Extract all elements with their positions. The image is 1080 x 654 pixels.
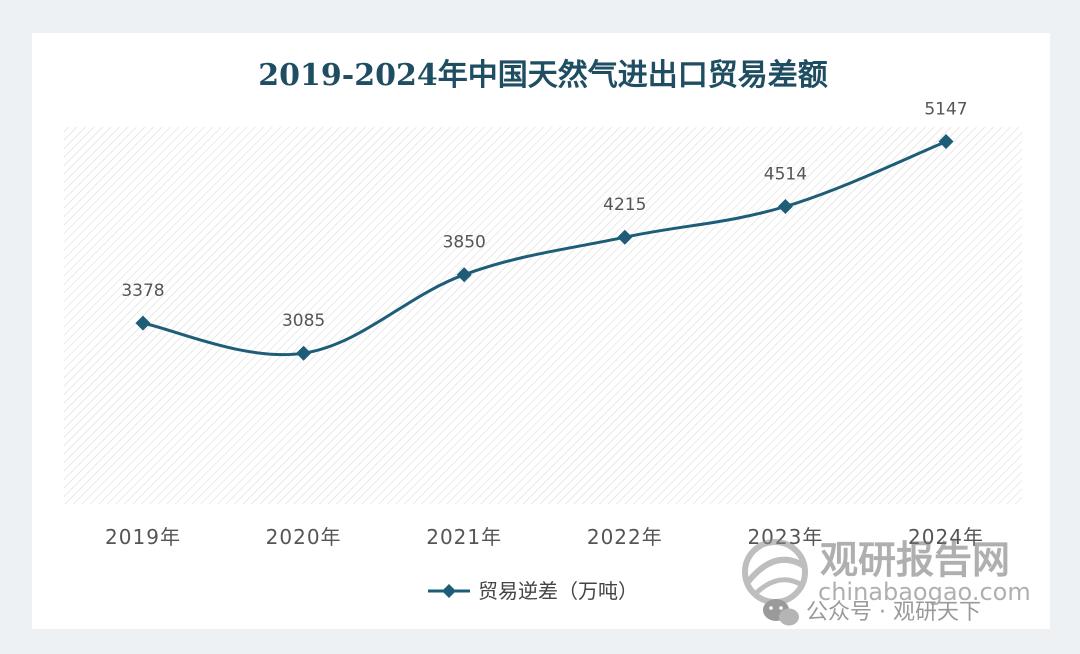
data-point (135, 315, 151, 331)
watermark-logo-icon (742, 539, 808, 605)
wechat-icon (763, 599, 799, 626)
data-label: 5147 (924, 100, 967, 120)
x-tick-label: 2020年 (266, 525, 342, 549)
data-point (456, 267, 472, 283)
marker-layer (135, 134, 954, 361)
watermark-brand: 观研报告网 (820, 538, 1010, 582)
data-label: 3085 (282, 311, 325, 331)
data-point (617, 229, 633, 245)
data-point (777, 199, 793, 215)
data-label: 3378 (121, 281, 164, 301)
chart-title: 2019-2024年中国天然气进出口贸易差额 (258, 58, 827, 93)
legend-marker (442, 584, 456, 598)
line-layer (142, 140, 947, 356)
watermark-url: chinabaogao.com (818, 578, 1031, 606)
data-label: 4514 (764, 165, 807, 185)
x-tick-label: 2019年 (105, 525, 181, 549)
data-point (296, 345, 312, 361)
data-label-layer: 3378 3085 3850 4215 4514 5147 (121, 100, 967, 332)
data-label: 4215 (603, 195, 646, 215)
data-label: 3850 (443, 233, 486, 253)
x-tick-label: 2022年 (587, 525, 663, 549)
plot-area (64, 127, 1022, 504)
legend: 贸易逆差（万吨） (428, 579, 638, 603)
x-tick-label: 2024年 (908, 525, 984, 549)
watermark-wechat: 公众号 · 观研天下 (806, 600, 981, 625)
data-point (938, 134, 954, 150)
legend-label: 贸易逆差（万吨） (478, 579, 638, 603)
watermark: 观研报告网 chinabaogao.com 公众号 · 观研天下 (742, 538, 1031, 626)
series-line (142, 140, 947, 356)
x-tick-label: 2021年 (426, 525, 502, 549)
